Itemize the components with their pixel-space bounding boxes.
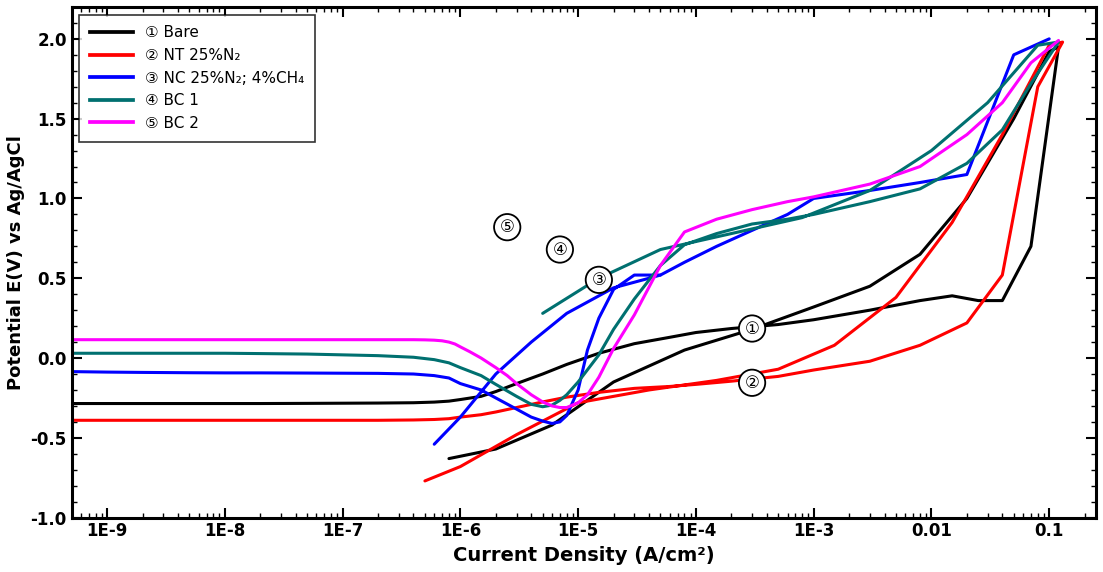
Text: ⑤: ⑤ [500,218,515,236]
X-axis label: Current Density (A/cm²): Current Density (A/cm²) [453,546,715,565]
Y-axis label: Potential E(V) vs Ag/AgCl: Potential E(V) vs Ag/AgCl [7,135,25,390]
Text: ②: ② [745,374,760,392]
Text: ③: ③ [591,271,607,289]
Legend: ① Bare, ② NT 25%N₂, ③ NC 25%N₂; 4%CH₄, ④ BC 1, ⑤ BC 2: ① Bare, ② NT 25%N₂, ③ NC 25%N₂; 4%CH₄, ④… [79,14,314,141]
Text: ④: ④ [553,240,567,259]
Text: ①: ① [745,320,760,337]
